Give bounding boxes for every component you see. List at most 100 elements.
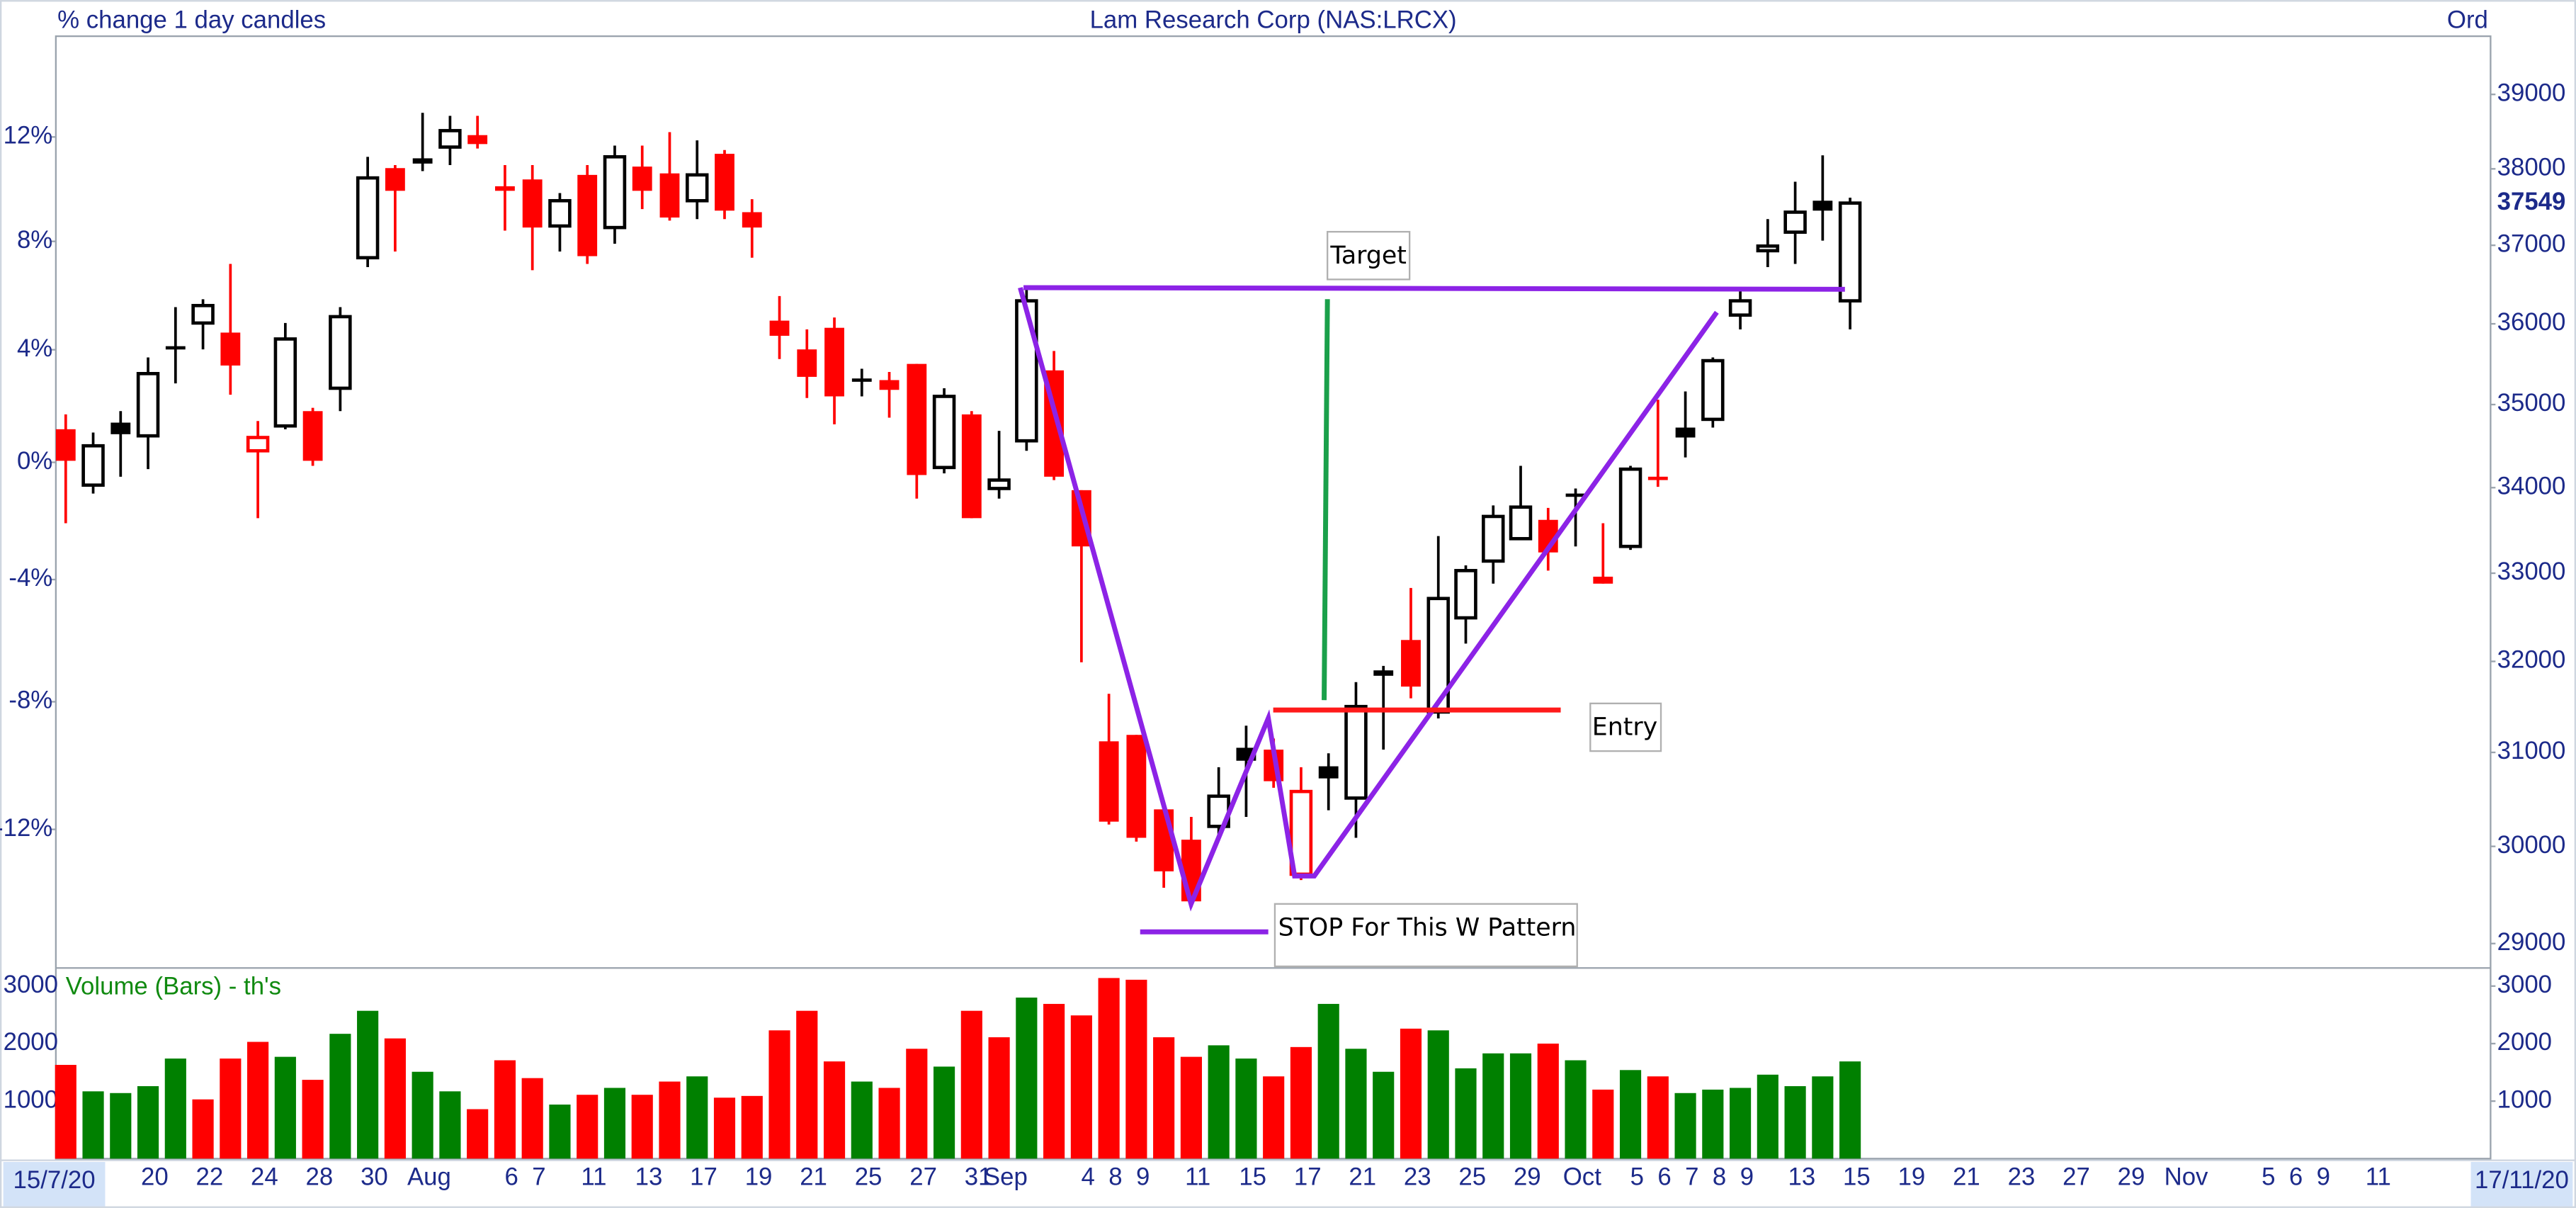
- entry-label: Entry: [1592, 713, 1658, 742]
- y2-tick-label: 35000: [2497, 390, 2566, 417]
- x-tick-label: 6: [505, 1163, 518, 1190]
- x-tick-label: 9: [1136, 1163, 1150, 1190]
- candle-body: [932, 395, 956, 470]
- volume-bar: [1537, 1043, 1559, 1159]
- candle-body: [659, 173, 680, 218]
- volume-tick-label: 2000: [2497, 1029, 2552, 1056]
- volume-bar: [1290, 1046, 1312, 1159]
- x-tick-label: 8: [1108, 1163, 1122, 1190]
- x-tick-label: 29: [2118, 1163, 2145, 1190]
- candle-body: [548, 198, 572, 228]
- x-tick-label: 23: [1404, 1163, 1431, 1190]
- x-tick-label: 31: [965, 1163, 992, 1190]
- candle-body: [961, 414, 982, 519]
- candle-body: [1728, 299, 1752, 317]
- y2-tick-label: 31000: [2497, 738, 2566, 764]
- volume-bar: [1345, 1049, 1367, 1159]
- volume-bar: [603, 1088, 626, 1159]
- volume-bar: [851, 1081, 873, 1159]
- volume-bar: [960, 1010, 982, 1159]
- y2-tick-label: 39000: [2497, 79, 2566, 106]
- candle-body: [110, 422, 131, 434]
- volume-bar: [82, 1091, 104, 1159]
- x-tick-label: 15/7/20: [13, 1167, 96, 1194]
- candle-body: [1401, 640, 1421, 687]
- y2-tick-label: 36000: [2497, 309, 2566, 336]
- volume-bar: [220, 1059, 242, 1159]
- x-tick-label: 25: [855, 1163, 883, 1190]
- candle-body: [246, 436, 270, 453]
- volume-bar: [1565, 1060, 1587, 1159]
- y2-tick-label: 29000: [2497, 929, 2566, 956]
- y-tick-label: 0%: [17, 448, 52, 475]
- x-tick-label: Oct: [1563, 1163, 1601, 1190]
- candle-body: [1509, 505, 1533, 541]
- volume-bar: [1098, 978, 1120, 1159]
- candle-body: [1454, 569, 1477, 620]
- volume-bar: [494, 1060, 516, 1159]
- last-price-label: 37549: [2497, 188, 2566, 215]
- volume-bar: [192, 1099, 214, 1159]
- volume-bar: [412, 1071, 433, 1159]
- candle-body: [136, 372, 160, 438]
- volume-bar: [1153, 1037, 1175, 1159]
- x-tick-label: 5: [1630, 1163, 1644, 1190]
- volume-bar: [1070, 1015, 1092, 1159]
- volume-bar: [110, 1093, 132, 1159]
- x-tick-label: 29: [1514, 1163, 1541, 1190]
- y2-tick-label: 34000: [2497, 473, 2566, 499]
- volume-bar: [878, 1088, 900, 1159]
- x-tick-label: 17/11/20: [2475, 1167, 2569, 1194]
- candle-body: [1344, 704, 1368, 800]
- volume-tick-label: 3000: [4, 971, 58, 998]
- volume-bar: [1400, 1028, 1422, 1159]
- candle-body: [1618, 467, 1642, 548]
- x-label-highlight: [2470, 1161, 2573, 1207]
- volume-bar: [988, 1037, 1010, 1159]
- volume-bar: [1043, 1003, 1065, 1159]
- y2-tick-label: 33000: [2497, 558, 2566, 585]
- volume-bar: [1016, 998, 1038, 1159]
- volume-bar: [1455, 1068, 1477, 1159]
- volume-bar: [1427, 1030, 1449, 1159]
- y-tick-label: 8%: [17, 227, 52, 254]
- volume-bar: [1784, 1086, 1806, 1159]
- volume-bar: [521, 1078, 543, 1159]
- candle-body: [81, 444, 105, 487]
- x-tick-label: 19: [1898, 1163, 1926, 1190]
- candle-body: [1482, 514, 1505, 563]
- candle-body: [1593, 576, 1613, 584]
- x-tick-label: 9: [2317, 1163, 2330, 1190]
- candle-body: [1756, 244, 1780, 253]
- volume-bar: [906, 1049, 928, 1159]
- last-price-bg: [2492, 188, 2575, 218]
- pattern-drawing: Target Entry STOP For This W Pattern: [1018, 230, 1845, 968]
- volume-bar: [659, 1081, 681, 1159]
- candle-body: [1565, 493, 1586, 497]
- chart-title: Lam Research Corp (NAS:LRCX): [1090, 6, 1457, 33]
- volume-title: Volume (Bars) - th's: [66, 973, 281, 1000]
- volume-bar: [933, 1066, 955, 1159]
- candle-body: [438, 129, 462, 149]
- y-axis-title: % change 1 day candles: [57, 6, 326, 33]
- x-tick-label: 7: [1685, 1163, 1698, 1190]
- candle-body: [412, 158, 433, 164]
- candle-body: [1373, 670, 1394, 676]
- candle-body: [769, 320, 790, 336]
- x-tick-label: 28: [306, 1163, 334, 1190]
- volume-bar: [713, 1097, 736, 1159]
- candle-body: [1154, 809, 1174, 871]
- x-tick-label: Aug: [407, 1163, 451, 1190]
- candle-body: [220, 332, 241, 366]
- volume-bar: [1317, 1003, 1339, 1159]
- target-line: [1023, 285, 1845, 292]
- volume-bar: [1674, 1093, 1696, 1159]
- x-tick-label: 9: [1740, 1163, 1754, 1190]
- y2-axis-title: Ord: [2447, 6, 2488, 33]
- x-tick-label: 17: [690, 1163, 717, 1190]
- candle-body: [1318, 766, 1339, 779]
- y2-tick-label: 30000: [2497, 832, 2566, 859]
- x-tick-label: 6: [2289, 1163, 2303, 1190]
- x-tick-label: 15: [1843, 1163, 1871, 1190]
